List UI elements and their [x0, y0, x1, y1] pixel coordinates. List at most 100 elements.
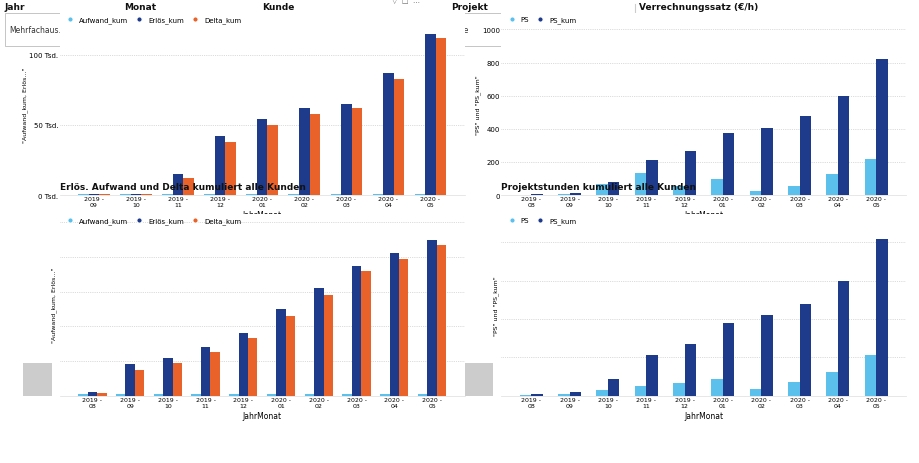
Bar	[330, 194, 341, 195]
Bar	[88, 194, 99, 195]
Bar	[558, 194, 569, 195]
Bar	[116, 394, 125, 396]
Bar	[876, 60, 887, 195]
Bar	[276, 309, 286, 396]
Bar	[204, 194, 215, 195]
Bar	[78, 194, 88, 195]
FancyBboxPatch shape	[23, 363, 51, 396]
Bar	[380, 394, 389, 396]
Bar	[569, 193, 581, 195]
Text: ∨: ∨	[205, 28, 210, 34]
Bar	[393, 80, 403, 195]
Bar	[825, 372, 837, 396]
Bar	[761, 315, 772, 396]
Bar	[289, 194, 299, 195]
Text: Verrechnungssatz (€/h): Verrechnungssatz (€/h)	[639, 3, 758, 12]
Bar	[684, 152, 696, 195]
Y-axis label: "Aufwand_kum, Erlös...": "Aufwand_kum, Erlös..."	[51, 268, 57, 343]
Bar	[519, 395, 531, 396]
Bar	[225, 143, 235, 195]
Bar	[163, 358, 173, 396]
Bar	[596, 185, 607, 195]
Text: Projekt: Projekt	[450, 3, 487, 12]
Y-axis label: "PS" und "PS_kum": "PS" und "PS_kum"	[493, 275, 498, 335]
Bar	[417, 394, 426, 396]
Bar	[607, 380, 618, 396]
Bar	[710, 180, 722, 195]
Bar	[173, 363, 182, 396]
Bar	[341, 105, 351, 195]
Bar	[722, 323, 733, 396]
Legend: PS, PS_kum: PS, PS_kum	[505, 218, 576, 225]
X-axis label: JahrMonat: JahrMonat	[243, 411, 281, 420]
Bar	[200, 347, 210, 396]
Bar	[323, 295, 333, 396]
Bar	[382, 74, 393, 195]
Bar	[596, 390, 607, 396]
Legend: Aufwand_kum, Erlös_kum, Delta_kum: Aufwand_kum, Erlös_kum, Delta_kum	[63, 218, 242, 225]
Legend: Aufwand_kum, Erlös_kum, Delta_kum: Aufwand_kum, Erlös_kum, Delta_kum	[63, 17, 242, 24]
FancyBboxPatch shape	[450, 14, 524, 47]
Bar	[722, 134, 733, 195]
Bar	[799, 304, 811, 396]
Bar	[267, 394, 276, 396]
Bar	[99, 194, 109, 195]
FancyBboxPatch shape	[124, 14, 216, 47]
Bar	[309, 114, 320, 195]
Bar	[788, 382, 799, 396]
Text: 117,44: 117,44	[639, 20, 687, 33]
Bar	[313, 288, 323, 396]
Bar	[87, 393, 97, 396]
X-axis label: JahrMonat: JahrMonat	[684, 211, 722, 219]
FancyBboxPatch shape	[303, 23, 354, 36]
Bar	[342, 394, 351, 396]
Bar	[837, 96, 848, 195]
Bar	[78, 394, 87, 396]
Bar	[210, 353, 220, 396]
Bar	[426, 240, 437, 396]
Bar	[135, 370, 144, 396]
Bar	[864, 159, 876, 195]
Y-axis label: "PS" und "PS_kum": "PS" und "PS_kum"	[474, 75, 480, 135]
Bar	[749, 389, 761, 396]
Bar	[399, 259, 408, 396]
Bar	[191, 394, 200, 396]
Bar	[256, 120, 267, 195]
Bar	[361, 271, 370, 396]
Bar	[876, 239, 887, 396]
Bar	[248, 339, 257, 396]
Bar	[304, 394, 313, 396]
Bar	[673, 383, 684, 396]
Text: ∨: ∨	[67, 28, 73, 34]
Bar	[215, 137, 225, 195]
Bar	[130, 194, 142, 195]
FancyBboxPatch shape	[712, 17, 747, 39]
Bar	[97, 393, 107, 396]
Bar	[531, 394, 542, 396]
Bar	[710, 380, 722, 396]
FancyBboxPatch shape	[262, 14, 391, 47]
X-axis label: JahrMonat: JahrMonat	[684, 411, 722, 420]
Text: ∨: ∨	[380, 28, 385, 34]
Bar	[825, 175, 837, 195]
Bar	[162, 194, 173, 195]
Bar	[351, 266, 361, 396]
Bar	[267, 126, 278, 195]
Bar	[646, 161, 657, 195]
Bar	[286, 316, 295, 396]
Bar	[229, 394, 238, 396]
Bar	[173, 175, 183, 195]
Text: Mehrfachauswahl: Mehrfachauswahl	[129, 26, 197, 35]
Bar	[372, 194, 382, 195]
Bar	[761, 129, 772, 195]
Bar	[425, 35, 436, 195]
Bar	[673, 187, 684, 195]
Bar	[569, 393, 581, 396]
Bar	[120, 194, 130, 195]
Legend: PS, PS_kum: PS, PS_kum	[505, 17, 576, 24]
Text: ∨: ∨	[513, 28, 518, 34]
Text: Erlös. Aufwand und Delta kumuliert alle Kunden: Erlös. Aufwand und Delta kumuliert alle …	[60, 182, 305, 191]
Bar	[864, 356, 876, 396]
Bar	[389, 254, 399, 396]
Bar	[646, 356, 657, 396]
